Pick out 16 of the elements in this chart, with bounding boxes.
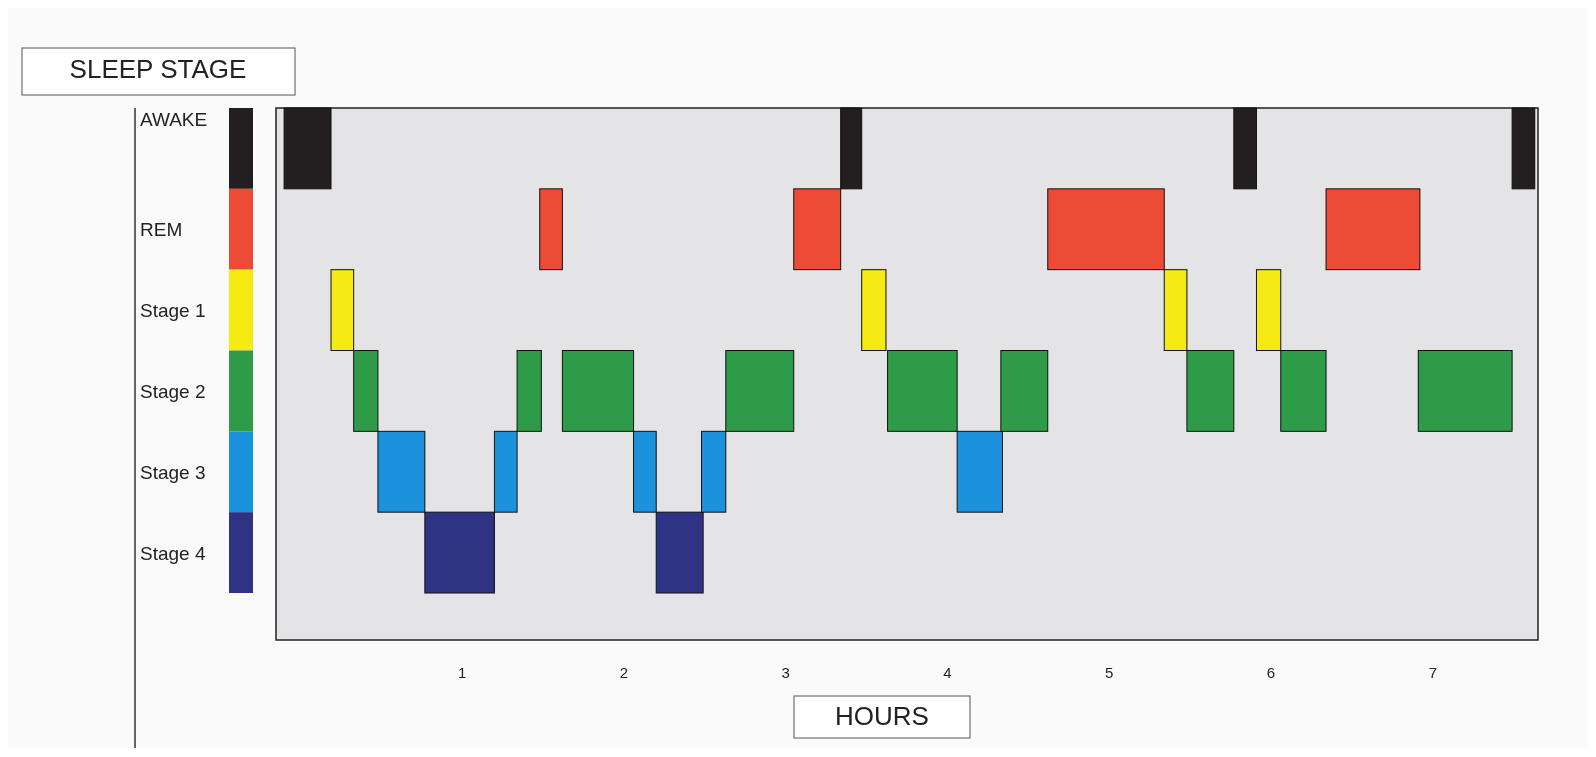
y-tick-label: Stage 2 [140,380,206,402]
x-tick-label: 6 [1266,664,1276,681]
x-tick-label: 5 [1105,664,1114,681]
x-tick-label: 4 [943,664,952,681]
y-tick-label: Stage 1 [140,300,206,322]
y-tick-label: Stage 3 [140,461,206,483]
y-tick-label: Stage 4 [140,542,206,564]
y-tick-label: AWAKE [140,109,208,130]
x-axis-title: HOURS [835,701,929,731]
x-tick-label: 2 [619,664,629,681]
x-tick-label: 7 [1428,664,1438,681]
x-tick-label: 3 [781,664,790,681]
chart-title: SLEEP STAGE [69,54,247,84]
bar [1417,350,1513,432]
y-tick-label: REM [140,219,183,241]
x-tick-label: 1 [457,664,467,681]
